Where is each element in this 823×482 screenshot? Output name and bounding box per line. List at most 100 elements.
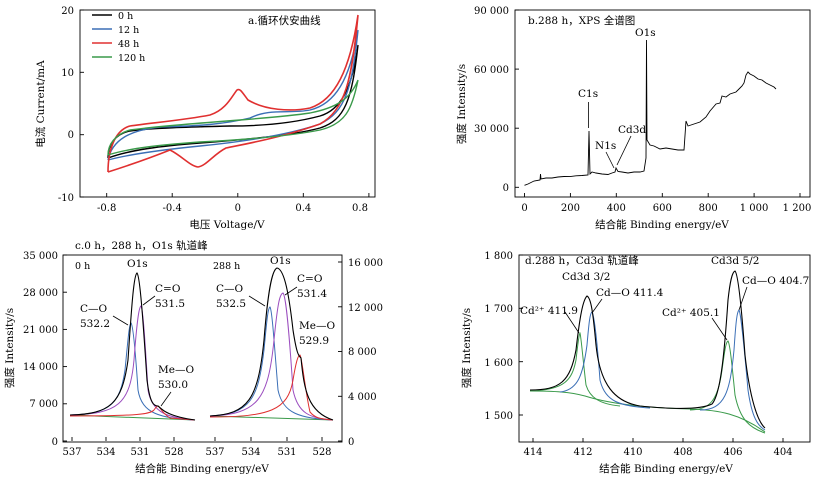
b-ytick-30000: 30 000	[474, 124, 509, 135]
b-xtick-600: 600	[653, 203, 672, 214]
d-cdo-411-leader	[591, 298, 603, 314]
c-ytick-right-12000: 12 000	[348, 303, 383, 314]
a-ytick-10: 10	[61, 68, 74, 79]
c-288h-curves	[209, 267, 334, 421]
c-0h-envelope	[69, 272, 196, 421]
c-288h-cdo-value: 531.4	[297, 288, 327, 300]
d-xlabel: 结合能 Binding energy/eV	[599, 462, 733, 475]
c-0h-meo-leader	[160, 391, 172, 407]
d-xtick-410: 410	[623, 447, 642, 458]
d-ylabel: 强度 Intensity/s	[460, 308, 473, 388]
c-ytick-7000: 7 000	[29, 399, 58, 410]
a-series-0h	[107, 44, 359, 159]
b-ytick-90000: 90 000	[474, 6, 509, 17]
c-288h-co: C—O	[216, 283, 244, 295]
c-288h-meo-value: 529.9	[299, 335, 329, 347]
d-cdo-404-leader	[738, 286, 748, 311]
a-xtick-neg04: -0.4	[163, 203, 182, 214]
c-288h-cdo-leader	[284, 286, 298, 296]
d-ytick-1800: 1 800	[484, 251, 513, 262]
d-xtick-404: 404	[773, 447, 792, 458]
c-ytick-0: 0	[52, 437, 58, 448]
b-ytick-60000: 60 000	[474, 65, 509, 76]
a-ytick-neg10: -10	[58, 193, 74, 204]
d-curves	[529, 270, 766, 434]
d-cd32: Cd3d 3/2	[562, 271, 610, 283]
d-xtick-412: 412	[573, 447, 592, 458]
cv-curve-48h	[107, 14, 359, 173]
c-288h-peak-cdo	[209, 292, 334, 421]
a-series-120h	[107, 79, 359, 156]
c-label-288h: 288 h	[213, 261, 240, 272]
panel-d: 1 800 1 700 1 600 1 500 414 412 410 408 …	[460, 251, 811, 475]
c-288h-o1s: O1s	[270, 255, 291, 267]
b-xtick-800: 800	[699, 203, 718, 214]
b-xtick-1200: 1 200	[783, 203, 812, 214]
c-xtick-r-537: 537	[205, 447, 224, 458]
d-xtick-414: 414	[523, 447, 542, 458]
c-288h-co-value: 532.5	[216, 298, 246, 310]
b-label-n1s: N1s	[595, 140, 616, 152]
b-label-c1s: C1s	[578, 88, 598, 100]
a-xtick-04: 0.4	[295, 203, 311, 214]
c-0h-cdo: C=O	[155, 283, 181, 295]
xps-survey-line	[524, 39, 777, 186]
c-0h-o1s: O1s	[127, 258, 148, 270]
d-ytick-1600: 1 600	[484, 358, 513, 369]
b-xtick-1000: 1 000	[740, 203, 769, 214]
legend-label-0h: 0 h	[118, 11, 133, 22]
d-title: d.288 h，Cd3d 轨道峰	[525, 254, 639, 267]
b-xlabel: 结合能 Binding energy/eV	[595, 218, 729, 231]
a-xtick-0: 0	[235, 203, 241, 214]
a-ytick-20: 20	[61, 6, 74, 17]
a-legend: 0 h 12 h 48 h 120 h	[92, 11, 145, 64]
panel-c: 35 000 28 000 21 000 14 000 7 000 0 16 0…	[3, 239, 383, 475]
c-288h-cdo: C=O	[297, 273, 323, 285]
d-cdo-404: Cd—O 404.7	[742, 275, 809, 287]
c-ytick-14000: 14 000	[23, 362, 58, 373]
c-0h-co-value: 532.2	[80, 318, 110, 330]
b-title: b.288 h，XPS 全谱图	[528, 14, 635, 27]
b-xtick-0: 0	[521, 203, 527, 214]
c-label-0h: 0 h	[75, 261, 90, 272]
d-cd2-411-fit	[529, 332, 621, 407]
d-cd2-405-fit	[689, 340, 766, 434]
c-288h-meo: Me—O	[299, 320, 335, 332]
c-xlabel: 结合能 Binding energy/eV	[135, 462, 269, 475]
d-ytick-1700: 1 700	[484, 304, 513, 315]
c-0h-co: C—O	[80, 303, 108, 315]
c-ytick-28000: 28 000	[23, 288, 58, 299]
c-ytick-right-16000: 16 000	[348, 258, 383, 269]
c-xtick-r-531: 531	[277, 447, 296, 458]
c-xtick-l-531: 531	[130, 447, 149, 458]
c-288h-peak-co	[209, 306, 334, 421]
d-cd2-411: Cd²⁺ 411.9	[520, 305, 578, 317]
d-baseline-fit	[529, 390, 766, 433]
d-xtick-406: 406	[723, 447, 742, 458]
cv-curve-120h	[107, 79, 359, 156]
c-title: c.0 h，288 h，O1s 轨道峰	[75, 239, 208, 252]
legend-label-120h: 120 h	[118, 53, 145, 64]
c-xtick-l-528: 528	[164, 447, 183, 458]
b-label-o1s: O1s	[635, 27, 656, 39]
c-0h-peak-meo	[69, 405, 196, 421]
panel-b: 90 000 60 000 30 000 0 0 200 400 600 800…	[455, 6, 811, 231]
d-xtick-408: 408	[673, 447, 692, 458]
panel-a: 20 10 0 -10 -0.8 -0.4 0 0.4 0.8 电压 Volta…	[34, 6, 376, 231]
a-xtick-08: 0.8	[352, 203, 368, 214]
c-0h-co-leader	[112, 315, 129, 326]
b-label-cd3d: Cd3d	[618, 124, 646, 136]
c-ytick-right-0: 0	[348, 437, 354, 448]
c-288h-co-leader	[248, 295, 266, 307]
c-xtick-r-534: 534	[241, 447, 260, 458]
a-ytick-0: 0	[68, 130, 74, 141]
a-ylabel: 电流 Current/mA	[34, 60, 47, 148]
c-ytick-21000: 21 000	[23, 325, 58, 336]
c-xtick-l-537: 537	[62, 447, 81, 458]
b-cd3d-leader	[616, 135, 632, 166]
c-ytick-35000: 35 000	[23, 251, 58, 262]
c-0h-cdo-value: 531.5	[155, 298, 185, 310]
d-cdo-411: Cd—O 411.4	[596, 287, 664, 299]
a-xlabel: 电压 Voltage/V	[189, 218, 265, 231]
